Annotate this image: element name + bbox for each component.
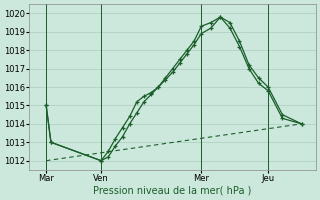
X-axis label: Pression niveau de la mer( hPa ): Pression niveau de la mer( hPa ) — [93, 186, 252, 196]
